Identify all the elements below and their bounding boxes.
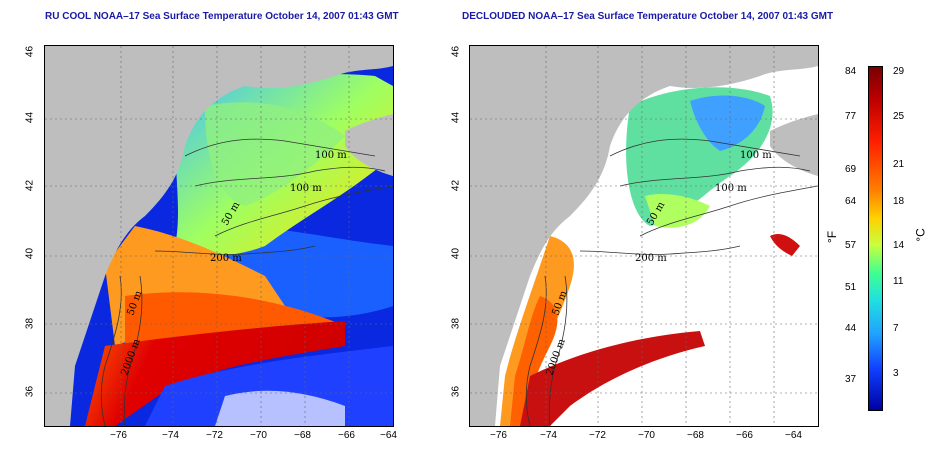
right-map-canvas: 100 m 100 m 50 m 200 m 50 m 2000 m [470,46,818,426]
contour-line [123,275,143,426]
contour-label: 200 m [210,253,242,264]
x-tick-label: −64 [785,430,802,441]
celsius-tick: 18 [893,196,905,207]
y-tick-label: 36 [24,385,36,398]
y-tick-label: 38 [24,317,36,330]
y-tick-label: 36 [450,385,462,398]
x-tick-label: −76 [490,430,507,441]
celsius-tick: 25 [893,111,905,122]
celsius-tick: 7 [893,323,899,334]
x-tick-label: −76 [110,430,127,441]
cold-coastal-water [690,95,765,151]
x-tick-label: −70 [638,430,655,441]
fahrenheit-tick: 64 [845,196,857,207]
celsius-tick: 29 [893,66,905,77]
celsius-tick: 3 [893,368,899,379]
y-tick-label: 40 [450,247,462,260]
contour-label: 100 m [740,150,772,161]
contour-line [154,245,316,255]
fahrenheit-tick: 69 [845,164,857,175]
warm-core-ring [770,234,800,256]
x-tick-label: −68 [294,430,311,441]
land-mass-nova-scotia [770,114,818,176]
x-tick-label: −74 [162,430,179,441]
celsius-unit-label: °C [913,228,928,242]
graticule [45,46,393,426]
y-tick-label: 46 [24,45,36,58]
y-tick-label: 42 [24,179,36,192]
celsius-tick: 11 [893,276,904,287]
celsius-tick: 14 [893,240,905,251]
contour-line [100,275,122,426]
left-map-canvas: 100 m 100 m 50 m 200 m 50 m 2000 m [45,46,393,426]
contour-line [579,245,741,255]
y-tick-label: 44 [450,111,462,124]
land-mass-nova-scotia [345,114,393,176]
contour-line [619,166,811,187]
y-tick-label: 46 [450,45,462,58]
fahrenheit-unit-label: °F [825,230,840,244]
y-tick-label: 44 [24,111,36,124]
y-tick-label: 38 [450,317,462,330]
celsius-tick: 21 [893,159,905,170]
x-tick-label: −66 [338,430,355,441]
southern-clouds [215,390,345,426]
fahrenheit-tick: 37 [845,374,857,385]
contour-line [548,275,568,426]
x-tick-label: −64 [380,430,397,441]
fahrenheit-tick: 44 [845,323,857,334]
contour-label: 100 m [715,183,747,194]
gulf-stream [85,321,345,426]
slope-water [510,296,558,426]
contour-line [194,166,386,187]
contour-line [525,275,547,426]
contour-line [184,138,376,157]
contour-label: 100 m [315,150,347,161]
x-tick-label: −68 [687,430,704,441]
x-tick-label: −70 [250,430,267,441]
contour-line [609,138,801,157]
georges-bank-water [205,102,345,206]
x-tick-label: −66 [736,430,753,441]
contour-label: 200 m [635,253,667,264]
georges-bank-water [645,194,710,228]
left-sst-map: 100 m 100 m 50 m 200 m 50 m 2000 m [44,45,394,427]
fahrenheit-tick: 77 [845,111,857,122]
x-tick-label: −74 [540,430,557,441]
right-sst-map: 100 m 100 m 50 m 200 m 50 m 2000 m [469,45,819,427]
graticule [470,46,818,426]
temperature-colorbar [868,66,883,411]
left-map-title: RU COOL NOAA–17 Sea Surface Temperature … [45,11,399,22]
y-tick-label: 42 [450,179,462,192]
fahrenheit-tick: 51 [845,282,857,293]
land-mass-north-america [45,46,393,426]
fahrenheit-tick: 84 [845,66,857,77]
gulf-stream [520,331,705,426]
x-tick-label: −72 [206,430,223,441]
y-tick-label: 40 [24,247,36,260]
fahrenheit-tick: 57 [845,240,857,251]
contour-label: 100 m [290,183,322,194]
right-map-title: DECLOUDED NOAA–17 Sea Surface Temperatur… [462,11,834,22]
land-mass-north-america [470,46,818,426]
x-tick-label: −72 [589,430,606,441]
